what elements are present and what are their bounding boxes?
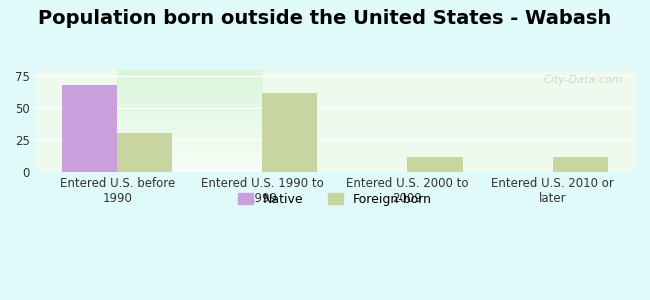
Text: Population born outside the United States - Wabash: Population born outside the United State… bbox=[38, 9, 612, 28]
Bar bbox=[117, 133, 172, 172]
Bar bbox=[263, 93, 317, 172]
Legend: Native, Foreign-born: Native, Foreign-born bbox=[231, 187, 439, 212]
Bar bbox=[552, 157, 608, 172]
Bar bbox=[408, 157, 463, 172]
Text: City-Data.com: City-Data.com bbox=[543, 75, 623, 85]
Bar bbox=[62, 85, 117, 172]
